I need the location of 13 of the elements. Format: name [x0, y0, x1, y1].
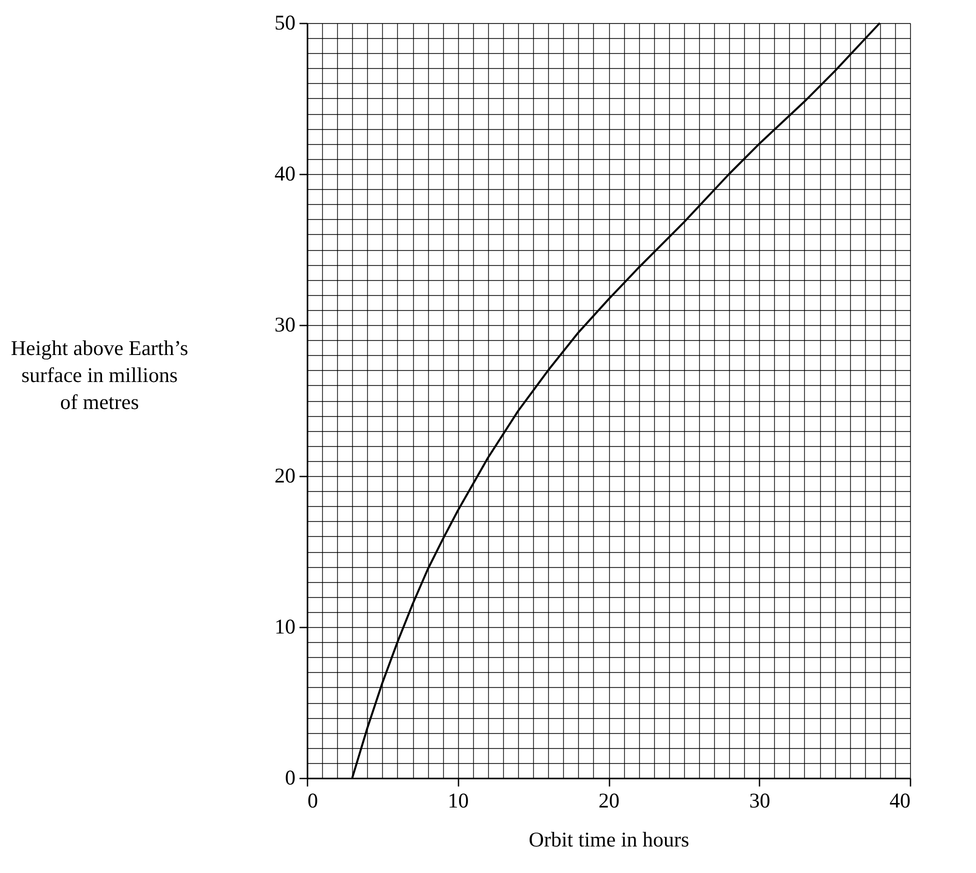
x-tick-label: 10: [448, 788, 469, 812]
y-tick-label: 20: [274, 464, 296, 488]
y-tick-label: 50: [274, 10, 296, 34]
y-tick-label: 30: [274, 312, 296, 336]
y-tick-label: 0: [285, 766, 296, 790]
y-tick-label: 10: [274, 614, 296, 638]
x-tick-label: 0: [308, 788, 318, 812]
x-tick-label: 30: [749, 788, 770, 812]
x-tick-label: 20: [598, 788, 620, 812]
x-tick-label: 40: [890, 788, 910, 812]
y-tick-label: 40: [274, 162, 296, 186]
y-axis-title: Height above Earth’s surface in millions of metres: [10, 336, 188, 414]
x-axis-title: Orbit time in hours: [528, 828, 690, 852]
